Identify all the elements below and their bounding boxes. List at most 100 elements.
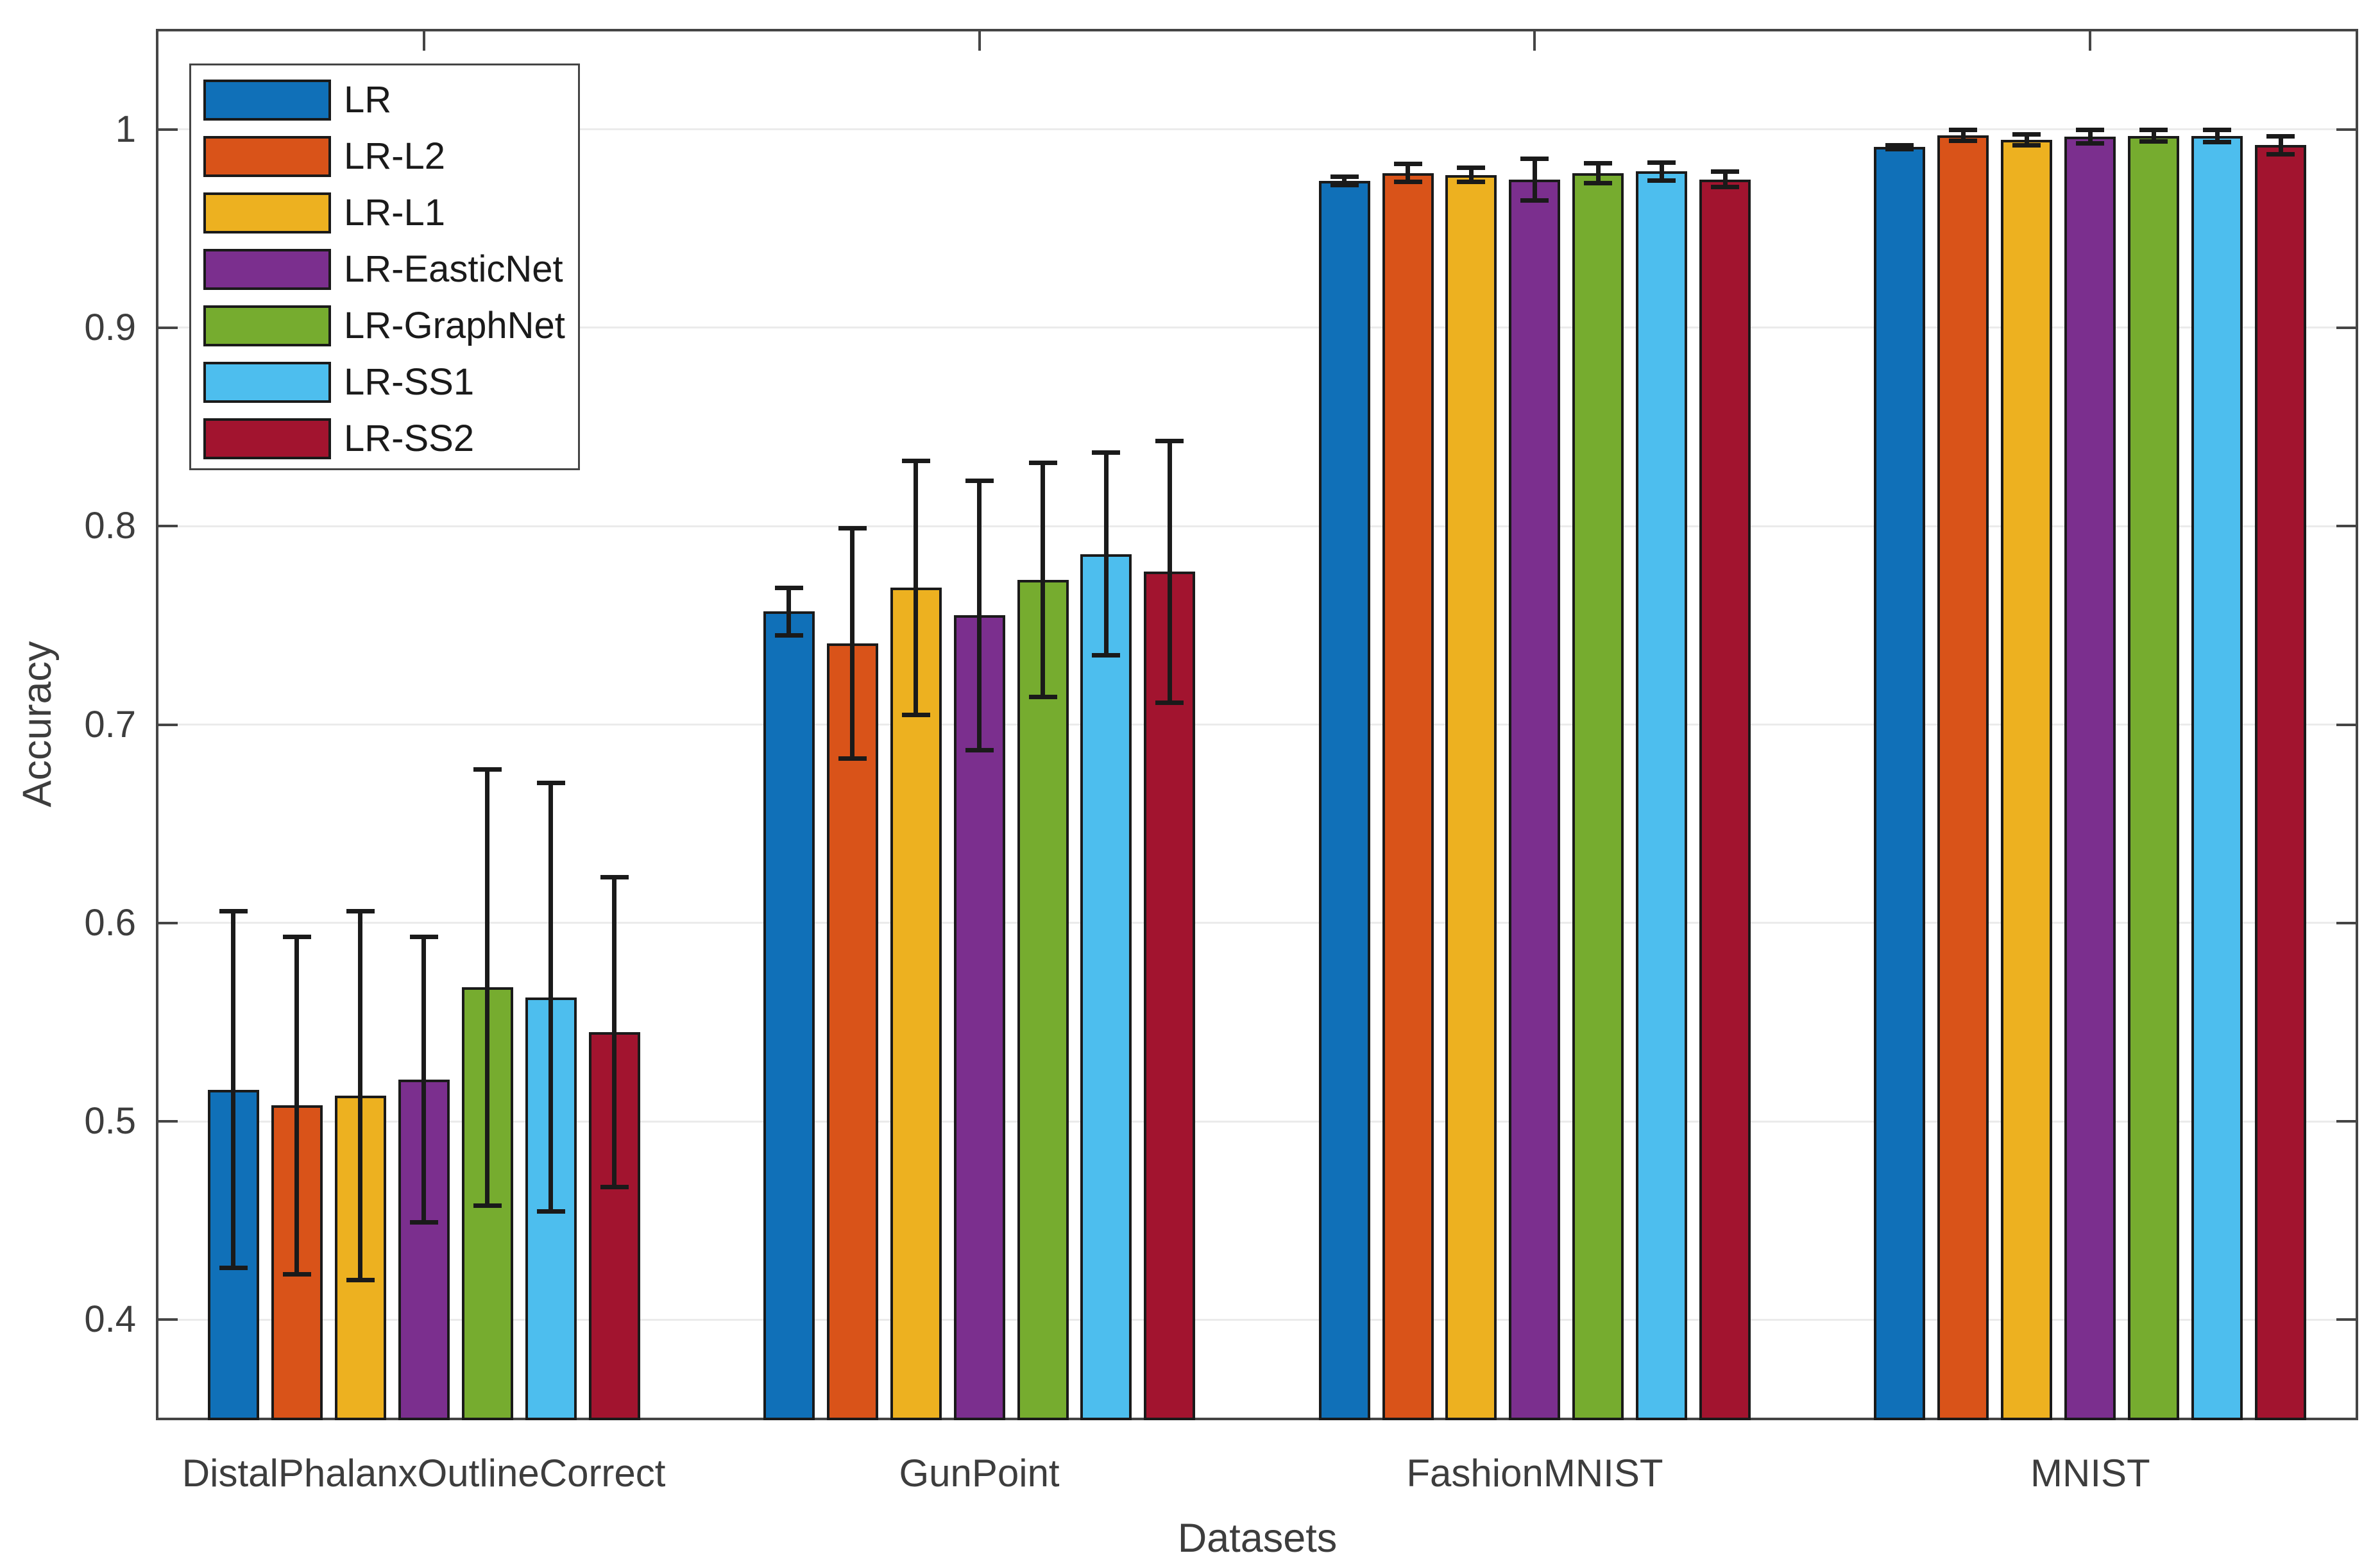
- y-tick-label: 1: [115, 108, 136, 150]
- x-axis-title: Datasets: [1177, 1516, 1338, 1561]
- error-bar-cap-top: [1092, 450, 1121, 455]
- error-bar-cap-top: [901, 458, 930, 463]
- error-bar-cap-bottom: [1155, 700, 1184, 705]
- error-bar-cap-bottom: [965, 748, 994, 753]
- error-bar-line: [914, 461, 919, 715]
- error-bar-cap-top: [1155, 438, 1184, 443]
- gridline: [157, 327, 2357, 329]
- y-tick-label: 0.5: [84, 1100, 136, 1142]
- legend-item: LR-L2: [191, 136, 578, 177]
- error-bar-line: [421, 937, 427, 1223]
- legend-item: LR-SS1: [191, 362, 578, 403]
- legend-swatch: [203, 249, 331, 290]
- bar: [2128, 135, 2180, 1420]
- x-tick-top: [2089, 30, 2092, 51]
- y-tick-left: [157, 921, 178, 924]
- error-bar-cap-bottom: [1949, 139, 1978, 144]
- bar: [2191, 136, 2243, 1420]
- bar: [1874, 147, 1926, 1420]
- error-bar-cap-bottom: [1457, 180, 1486, 185]
- error-bar-cap-top: [1028, 460, 1057, 465]
- error-bar-cap-top: [1520, 156, 1549, 161]
- error-bar-cap-top: [838, 525, 867, 531]
- bar: [890, 588, 942, 1420]
- error-bar-line: [485, 769, 490, 1206]
- y-tick-left: [157, 128, 178, 131]
- legend-swatch: [203, 362, 331, 403]
- error-bar-cap-bottom: [1647, 178, 1676, 183]
- y-tick-left: [157, 1120, 178, 1123]
- error-bar-cap-top: [2266, 133, 2295, 139]
- error-bar-cap-top: [774, 585, 803, 590]
- bar: [763, 611, 815, 1420]
- y-tick-right: [2336, 921, 2357, 924]
- error-bar-cap-bottom: [473, 1203, 502, 1209]
- error-bar-cap-top: [1885, 142, 1914, 148]
- error-bar-cap-bottom: [901, 712, 930, 717]
- legend-swatch: [203, 80, 331, 121]
- y-tick-right: [2336, 1120, 2357, 1123]
- y-tick-label: 0.4: [84, 1298, 136, 1341]
- error-bar-cap-bottom: [774, 632, 803, 638]
- error-bar-cap-top: [2139, 127, 2168, 132]
- error-bar-cap-top: [282, 934, 311, 939]
- error-bar-line: [1595, 163, 1601, 183]
- error-bar-line: [1041, 463, 1045, 697]
- legend-label: LR-L2: [344, 135, 445, 177]
- legend-swatch: [203, 192, 331, 233]
- y-tick-right: [2336, 128, 2357, 131]
- gridline: [157, 922, 2357, 924]
- error-bar-cap-bottom: [1092, 652, 1121, 658]
- error-bar-cap-bottom: [1520, 198, 1549, 203]
- error-bar-cap-top: [473, 767, 502, 772]
- error-bar-cap-top: [346, 908, 375, 913]
- gridline: [157, 1318, 2357, 1321]
- error-bar-line: [1103, 452, 1109, 656]
- error-bar-cap-bottom: [536, 1209, 565, 1214]
- error-bar-cap-top: [1711, 169, 1740, 174]
- gridline: [157, 525, 2357, 527]
- error-bar-line: [2087, 130, 2093, 144]
- error-bar-cap-bottom: [838, 756, 867, 761]
- bar: [2255, 145, 2307, 1420]
- error-bar-cap-bottom: [2012, 143, 2041, 148]
- error-bar-cap-top: [2076, 128, 2105, 133]
- error-bar-cap-bottom: [2266, 151, 2295, 157]
- bar: [1318, 181, 1370, 1420]
- legend-label: LR: [344, 79, 392, 121]
- legend-swatch: [203, 418, 331, 459]
- bar: [1445, 174, 1497, 1420]
- y-tick-left: [157, 525, 178, 528]
- error-bar-line: [1960, 130, 1966, 141]
- error-bar-cap-top: [1393, 162, 1422, 167]
- y-tick-right: [2336, 525, 2357, 528]
- gridline: [157, 128, 2357, 131]
- error-bar-line: [231, 911, 236, 1268]
- x-tick-top: [422, 30, 425, 51]
- error-bar-cap-bottom: [1885, 147, 1914, 152]
- error-bar-cap-bottom: [1028, 694, 1057, 699]
- y-tick-label: 0.8: [84, 505, 136, 547]
- error-bar-line: [2151, 130, 2156, 142]
- error-bar-cap-top: [1949, 127, 1978, 132]
- bar: [1572, 173, 1624, 1420]
- error-bar-line: [850, 528, 855, 759]
- error-bar-cap-top: [409, 934, 438, 939]
- error-bar-cap-bottom: [1393, 180, 1422, 185]
- x-tick-top: [1533, 30, 1536, 51]
- bar: [588, 1031, 640, 1420]
- bar: [1382, 173, 1434, 1420]
- error-bar-line: [977, 480, 982, 751]
- bar: [1017, 579, 1069, 1420]
- legend: LR LR-L2 LR-L1 LR-EasticNet LR-GraphNet LR-SS…: [189, 64, 580, 470]
- y-tick-left: [157, 326, 178, 329]
- legend-label: LR-GraphNet: [344, 305, 565, 346]
- x-tick-label: MNIST: [2030, 1452, 2150, 1495]
- legend-item: LR-GraphNet: [191, 305, 578, 346]
- error-bar-cap-bottom: [1711, 185, 1740, 190]
- legend-swatch: [203, 305, 331, 346]
- legend-label: LR-SS1: [344, 361, 475, 403]
- y-tick-right: [2336, 1318, 2357, 1321]
- legend-label: LR-L1: [344, 192, 445, 233]
- bar: [2001, 140, 2053, 1420]
